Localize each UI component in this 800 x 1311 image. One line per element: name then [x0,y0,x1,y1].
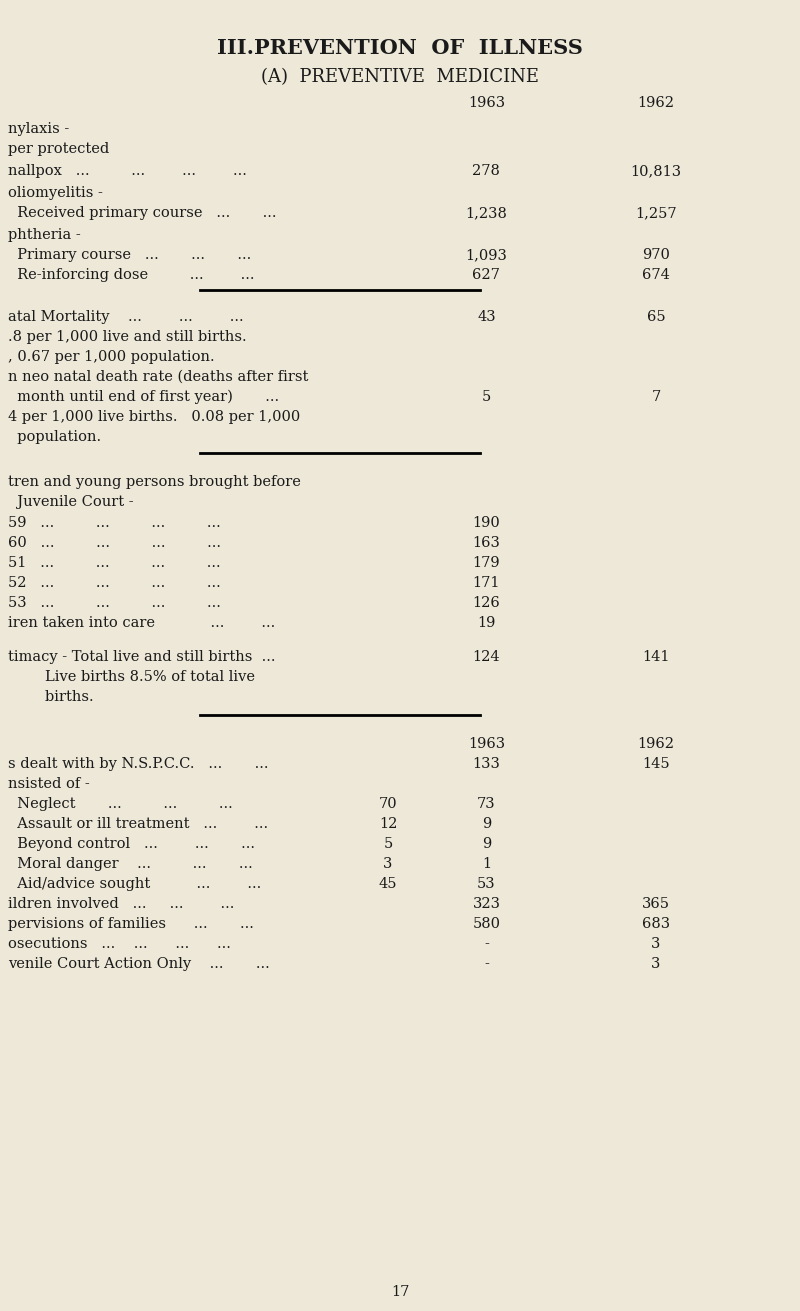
Text: Moral danger    ...         ...       ...: Moral danger ... ... ... [8,857,253,871]
Text: 60   ...         ...         ...         ...: 60 ... ... ... ... [8,536,221,551]
Text: 5: 5 [383,836,393,851]
Text: Received primary course   ...       ...: Received primary course ... ... [8,206,277,220]
Text: 45: 45 [378,877,398,891]
Text: 126: 126 [473,597,500,610]
Text: -: - [484,937,489,950]
Text: population.: population. [8,430,101,444]
Text: phtheria -: phtheria - [8,228,81,243]
Text: timacy - Total live and still births  ...: timacy - Total live and still births ... [8,650,275,663]
Text: 163: 163 [473,536,500,551]
Text: tren and young persons brought before: tren and young persons brought before [8,475,301,489]
Text: nallpox   ...         ...        ...        ...: nallpox ... ... ... ... [8,164,247,178]
Text: 1962: 1962 [638,96,674,110]
Text: n neo natal death rate (deaths after first: n neo natal death rate (deaths after fir… [8,370,308,384]
Text: 1,238: 1,238 [466,206,507,220]
Text: 145: 145 [642,756,670,771]
Text: 52   ...         ...         ...         ...: 52 ... ... ... ... [8,576,221,590]
Text: 3: 3 [651,937,661,950]
Text: 190: 190 [473,517,500,530]
Text: 970: 970 [642,248,670,262]
Text: month until end of first year)       ...: month until end of first year) ... [8,389,279,404]
Text: births.: births. [8,690,94,704]
Text: III.PREVENTION  OF  ILLNESS: III.PREVENTION OF ILLNESS [217,38,583,58]
Text: 9: 9 [482,817,491,831]
Text: 1963: 1963 [468,96,505,110]
Text: Juvenile Court -: Juvenile Court - [8,496,134,509]
Text: Live births 8.5% of total live: Live births 8.5% of total live [8,670,255,684]
Text: 1,257: 1,257 [635,206,677,220]
Text: nsisted of -: nsisted of - [8,777,90,791]
Text: 3: 3 [651,957,661,971]
Text: .8 per 1,000 live and still births.: .8 per 1,000 live and still births. [8,330,246,343]
Text: 683: 683 [642,916,670,931]
Text: 5: 5 [482,389,491,404]
Text: 7: 7 [651,389,661,404]
Text: Re-inforcing dose         ...        ...: Re-inforcing dose ... ... [8,267,254,282]
Text: 4 per 1,000 live births.   0.08 per 1,000: 4 per 1,000 live births. 0.08 per 1,000 [8,410,300,423]
Text: Primary course   ...       ...       ...: Primary course ... ... ... [8,248,251,262]
Text: Assault or ill treatment   ...        ...: Assault or ill treatment ... ... [8,817,268,831]
Text: -: - [484,957,489,971]
Text: 53   ...         ...         ...         ...: 53 ... ... ... ... [8,597,221,610]
Text: pervisions of families      ...       ...: pervisions of families ... ... [8,916,254,931]
Text: 580: 580 [472,916,501,931]
Text: 323: 323 [472,897,501,911]
Text: Neglect       ...         ...         ...: Neglect ... ... ... [8,797,233,812]
Text: atal Mortality    ...        ...        ...: atal Mortality ... ... ... [8,309,244,324]
Text: 3: 3 [383,857,393,871]
Text: 17: 17 [391,1285,409,1299]
Text: iren taken into care            ...        ...: iren taken into care ... ... [8,616,275,631]
Text: 278: 278 [473,164,500,178]
Text: oliomyelitis -: oliomyelitis - [8,186,103,201]
Text: 133: 133 [473,756,500,771]
Text: 171: 171 [473,576,500,590]
Text: Aid/advice sought          ...        ...: Aid/advice sought ... ... [8,877,262,891]
Text: 65: 65 [646,309,666,324]
Text: nylaxis -: nylaxis - [8,122,70,136]
Text: 179: 179 [473,556,500,570]
Text: 53: 53 [477,877,496,891]
Text: 43: 43 [477,309,496,324]
Text: , 0.67 per 1,000 population.: , 0.67 per 1,000 population. [8,350,214,364]
Text: osecutions   ...    ...      ...      ...: osecutions ... ... ... ... [8,937,231,950]
Text: per protected: per protected [8,142,110,156]
Text: venile Court Action Only    ...       ...: venile Court Action Only ... ... [8,957,270,971]
Text: 365: 365 [642,897,670,911]
Text: 674: 674 [642,267,670,282]
Text: 141: 141 [642,650,670,663]
Text: 1963: 1963 [468,737,505,751]
Text: 59   ...         ...         ...         ...: 59 ... ... ... ... [8,517,221,530]
Text: 73: 73 [477,797,496,812]
Text: 627: 627 [473,267,500,282]
Text: 10,813: 10,813 [630,164,682,178]
Text: 1962: 1962 [638,737,674,751]
Text: s dealt with by N.S.P.C.C.   ...       ...: s dealt with by N.S.P.C.C. ... ... [8,756,269,771]
Text: 51   ...         ...         ...         ...: 51 ... ... ... ... [8,556,221,570]
Text: 19: 19 [478,616,495,631]
Text: 12: 12 [379,817,397,831]
Text: ildren involved   ...     ...        ...: ildren involved ... ... ... [8,897,234,911]
Text: 124: 124 [473,650,500,663]
Text: (A)  PREVENTIVE  MEDICINE: (A) PREVENTIVE MEDICINE [261,68,539,87]
Text: 1: 1 [482,857,491,871]
Text: 70: 70 [378,797,398,812]
Text: 1,093: 1,093 [466,248,507,262]
Text: 9: 9 [482,836,491,851]
Text: Beyond control   ...        ...       ...: Beyond control ... ... ... [8,836,255,851]
